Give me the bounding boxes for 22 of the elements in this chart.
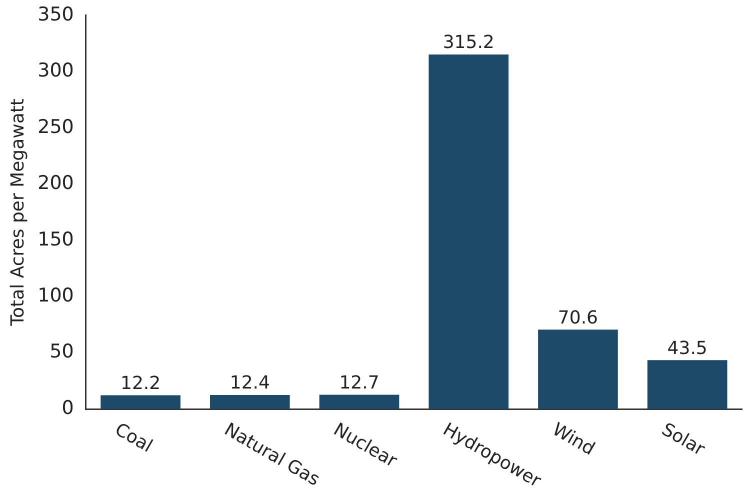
- bar: [319, 394, 400, 409]
- y-tick-label: 100: [38, 284, 74, 306]
- y-tick-label: 50: [50, 340, 74, 363]
- y-tick-label: 350: [38, 3, 74, 26]
- bar: [538, 330, 618, 409]
- y-tick-label: 150: [38, 228, 74, 250]
- y-tick-label: 0: [62, 396, 74, 419]
- y-tick-label: 250: [38, 116, 74, 138]
- bar: [210, 395, 290, 409]
- data-label: 12.2: [120, 372, 161, 394]
- bar: [428, 54, 509, 409]
- y-tick-label: 300: [38, 60, 74, 82]
- data-label: 70.6: [558, 307, 598, 328]
- data-label: 43.5: [667, 338, 708, 359]
- bar: [647, 360, 728, 409]
- bar: [100, 395, 180, 409]
- data-label: 12.7: [339, 372, 380, 394]
- x-tick-label: Coal: [111, 418, 156, 457]
- data-label: 12.4: [230, 372, 270, 394]
- data-label: 315.2: [442, 32, 494, 54]
- y-tick-label: 200: [38, 172, 74, 194]
- y-axis-title: Total Acres per Megawatt: [7, 98, 28, 327]
